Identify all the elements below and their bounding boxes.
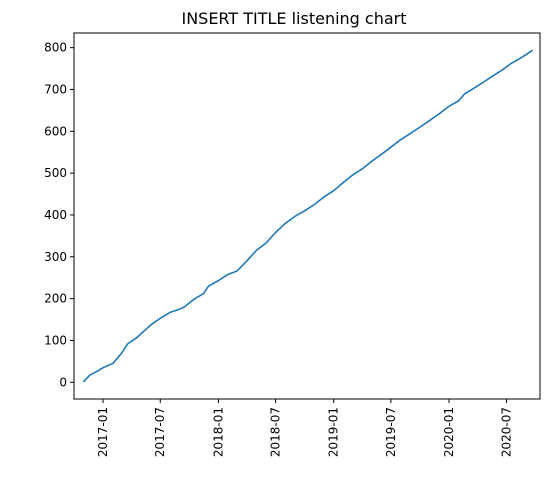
y-tick-label: 800 [44,41,67,55]
x-tick-label: 2017-07 [153,407,167,457]
x-tick-label: 2019-07 [384,407,398,457]
y-axis: 0 100 200 300 400 500 600 700 800 [44,41,74,390]
y-tick-label: 100 [44,333,67,347]
x-tick-label: 2020-07 [500,407,514,457]
y-tick-label: 300 [44,250,67,264]
x-tick-label: 2018-01 [211,407,225,457]
x-tick-label: 2019-01 [327,407,341,457]
series-line [84,51,532,382]
y-tick-label: 600 [44,124,67,138]
y-tick-label: 500 [44,166,67,180]
y-tick-label: 200 [44,292,67,306]
plot-frame [74,33,540,399]
x-tick-label: 2020-01 [442,407,456,457]
y-tick-label: 400 [44,208,67,222]
y-tick-label: 0 [59,375,67,389]
plot-series [84,51,532,382]
y-tick-label: 700 [44,82,67,96]
x-tick-label: 2018-07 [269,407,283,457]
x-tick-label: 2017-01 [96,407,110,457]
x-axis: 2017-01 2017-07 2018-01 2018-07 2019-01 2019-… [96,399,513,457]
chart-title: INSERT TITLE listening chart [181,9,406,28]
